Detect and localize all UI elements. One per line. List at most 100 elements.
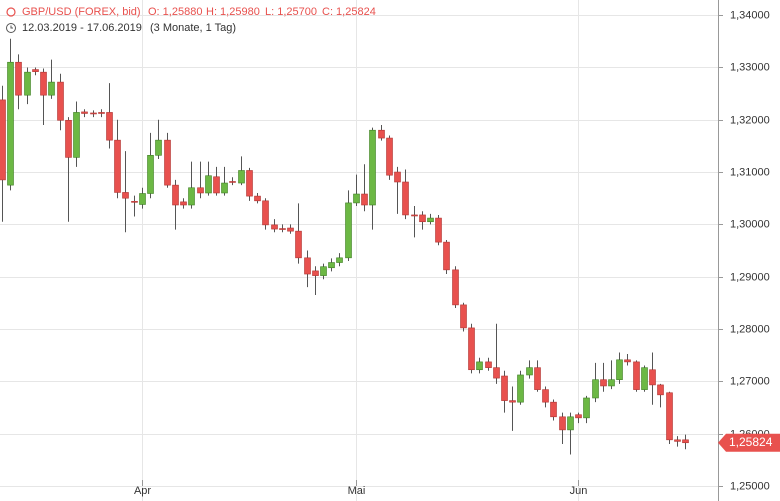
candle-body	[155, 139, 162, 156]
last-price-tag	[718, 433, 780, 452]
candle-body	[279, 228, 286, 230]
candle-body	[657, 384, 664, 396]
candle-layer	[0, 38, 689, 455]
candle-body	[443, 241, 450, 271]
candle-body	[271, 224, 278, 230]
ohlc-open: O: 1,25880	[148, 6, 202, 18]
candle-body	[238, 170, 245, 184]
candle-body	[608, 379, 615, 387]
candle-body	[122, 192, 129, 199]
candle-body	[48, 81, 55, 96]
candle-body	[57, 81, 64, 121]
candle-body	[73, 112, 80, 158]
candle-body	[550, 401, 557, 418]
y-tick-label: 1,29000	[730, 271, 770, 283]
candle-body	[600, 379, 607, 387]
candle-body	[526, 367, 533, 376]
candle-body	[81, 111, 88, 114]
candle-body	[188, 187, 195, 206]
y-tick-label: 1,25000	[730, 480, 770, 492]
candle-body	[254, 195, 261, 202]
grid-layer	[0, 0, 718, 501]
candle-body	[394, 171, 401, 183]
last-price-label: 1,25824	[729, 435, 773, 449]
candle-body	[246, 170, 253, 197]
candle-body	[378, 129, 385, 139]
candle-body	[172, 184, 179, 206]
symbol-icon	[6, 7, 16, 17]
ohlc-high: H: 1,25980	[206, 6, 260, 18]
clock-hands	[10, 25, 13, 29]
candle-body	[139, 193, 146, 205]
candle-body	[328, 262, 335, 269]
y-tick-label: 1,28000	[730, 323, 770, 335]
candle-body	[666, 392, 673, 441]
candle-body	[493, 367, 500, 379]
y-tick-label: 1,32000	[730, 114, 770, 126]
candle-body	[295, 230, 302, 259]
candle-body	[345, 202, 352, 259]
candle-body	[649, 369, 656, 386]
x-tick-label: Jun	[570, 485, 588, 497]
candle-body	[534, 367, 541, 390]
candle-body	[114, 139, 121, 193]
header: GBP/USD (FOREX, bid) O: 1,25880 H: 1,259…	[6, 6, 376, 34]
candle-body	[592, 379, 599, 399]
candle-body	[452, 269, 459, 306]
candle-body	[476, 361, 483, 371]
candle-body	[542, 389, 549, 403]
candle-body	[65, 119, 72, 158]
ohlc-low: L: 1,25700	[265, 6, 317, 18]
candle-body	[485, 361, 492, 368]
candle-body	[460, 304, 467, 329]
candle-body	[24, 71, 31, 96]
candle-body	[32, 69, 39, 72]
candle-body	[674, 439, 681, 442]
candle-body	[229, 181, 236, 183]
y-tick-label: 1,34000	[730, 9, 770, 21]
y-tick-label: 1,27000	[730, 375, 770, 387]
period: (3 Monate, 1 Tag)	[150, 22, 236, 34]
candle-body	[468, 327, 475, 371]
candle-body	[559, 416, 566, 431]
candle-body	[411, 214, 418, 217]
candle-body	[106, 112, 113, 141]
candle-body	[205, 175, 212, 194]
candle-body	[7, 61, 14, 186]
candle-body	[131, 201, 138, 203]
candle-body	[616, 359, 623, 380]
candle-body	[304, 257, 311, 275]
candle-body	[287, 227, 294, 232]
candle-body	[427, 217, 434, 223]
date-range: 12.03.2019 - 17.06.2019	[22, 22, 142, 34]
clock-icon	[6, 23, 16, 33]
candle-body	[98, 112, 105, 114]
candle-body	[147, 155, 154, 194]
candle-body	[509, 400, 516, 403]
candle-body	[336, 257, 343, 263]
ohlc-close: C: 1,25824	[322, 6, 376, 18]
candle-body	[361, 193, 368, 206]
candle-body	[435, 217, 442, 243]
y-tick-label: 1,31000	[730, 166, 770, 178]
candle-body	[15, 61, 22, 96]
candle-body	[0, 99, 6, 181]
candle-body	[213, 176, 220, 194]
candle-body	[624, 359, 631, 363]
candle-body	[369, 129, 376, 206]
candle-body	[501, 375, 508, 401]
candle-body	[40, 71, 47, 96]
candle-body	[180, 201, 187, 206]
candle-body	[353, 193, 360, 204]
candle-body	[583, 397, 590, 419]
candle-body	[567, 416, 574, 431]
candle-body	[633, 361, 640, 390]
x-tick-label: Mai	[348, 485, 366, 497]
candle-body	[262, 200, 269, 226]
candle-body	[197, 187, 204, 194]
candle-body	[312, 270, 319, 276]
y-tick-label: 1,30000	[730, 218, 770, 230]
candle-body	[517, 374, 524, 403]
x-tick-label: Apr	[134, 485, 151, 497]
